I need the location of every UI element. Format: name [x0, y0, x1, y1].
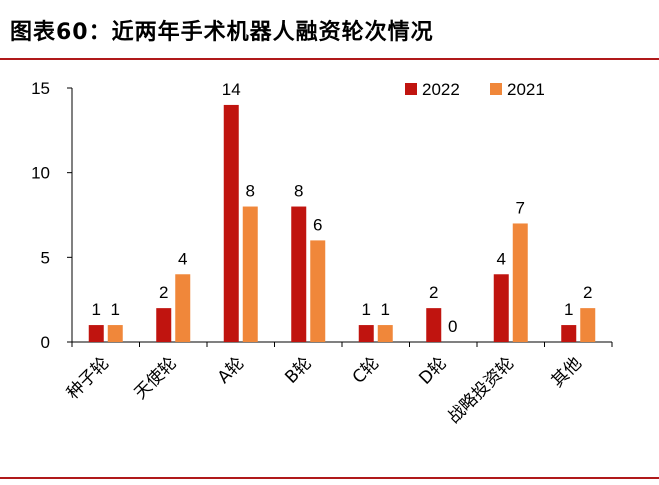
figure-title: 图表60：近两年手术机器人融资轮次情况 — [10, 20, 434, 45]
x-category-label: B轮 — [281, 353, 315, 387]
bar-2021 — [580, 308, 596, 342]
data-label-2021: 7 — [516, 198, 525, 217]
bar-2021 — [377, 325, 393, 342]
legend-swatch-2021 — [490, 83, 502, 95]
bar-2022 — [291, 206, 307, 342]
bar-2022 — [358, 325, 374, 342]
data-label-2021: 1 — [381, 300, 390, 319]
data-label-2021: 6 — [313, 215, 322, 234]
bar-2021 — [242, 206, 258, 342]
data-label-2021: 2 — [583, 283, 592, 302]
data-label-2022: 4 — [497, 249, 506, 268]
x-category-label: A轮 — [214, 353, 248, 387]
title-underline — [0, 58, 659, 60]
chart-bars — [88, 104, 596, 342]
x-category-label: D轮 — [415, 353, 450, 388]
bar-2022 — [426, 308, 442, 342]
bar-2022 — [493, 274, 509, 342]
data-label-2022: 2 — [159, 283, 168, 302]
data-label-2021: 8 — [246, 182, 255, 201]
data-label-2021: 4 — [178, 249, 187, 268]
bar-2021 — [175, 274, 191, 342]
y-tick-label: 10 — [31, 164, 50, 183]
data-label-2022: 2 — [429, 283, 438, 302]
bar-2021 — [512, 223, 528, 342]
bar-2022 — [561, 325, 577, 342]
x-category-label: 战略投资轮 — [444, 353, 518, 427]
x-category-label: 其他 — [548, 353, 586, 391]
legend-label-2022: 2022 — [422, 80, 460, 99]
x-category-label: C轮 — [349, 353, 384, 388]
data-label-2021: 1 — [111, 300, 120, 319]
data-label-2022: 8 — [294, 182, 303, 201]
data-label-2022: 1 — [92, 300, 101, 319]
legend-label-2021: 2021 — [507, 80, 545, 99]
chart-legend: 2022 2021 — [405, 80, 545, 99]
y-tick-label: 15 — [31, 79, 50, 98]
bar-2021 — [310, 240, 326, 342]
data-label-2021: 0 — [448, 317, 457, 336]
y-tick-label: 5 — [41, 248, 50, 267]
data-label-2022: 1 — [362, 300, 371, 319]
bar-2022 — [156, 308, 172, 342]
bar-2021 — [107, 325, 123, 342]
bottom-rule — [0, 477, 659, 479]
y-tick-label: 0 — [41, 333, 50, 352]
legend-swatch-2022 — [405, 83, 417, 95]
bar-2022 — [223, 104, 239, 342]
data-label-2022: 1 — [564, 300, 573, 319]
figure-header: 图表60：近两年手术机器人融资轮次情况 — [0, 0, 659, 58]
bar-2022 — [88, 325, 104, 342]
x-category-label: 天使轮 — [130, 353, 181, 404]
x-category-label: 种子轮 — [63, 353, 113, 403]
data-label-2022: 14 — [222, 80, 241, 99]
